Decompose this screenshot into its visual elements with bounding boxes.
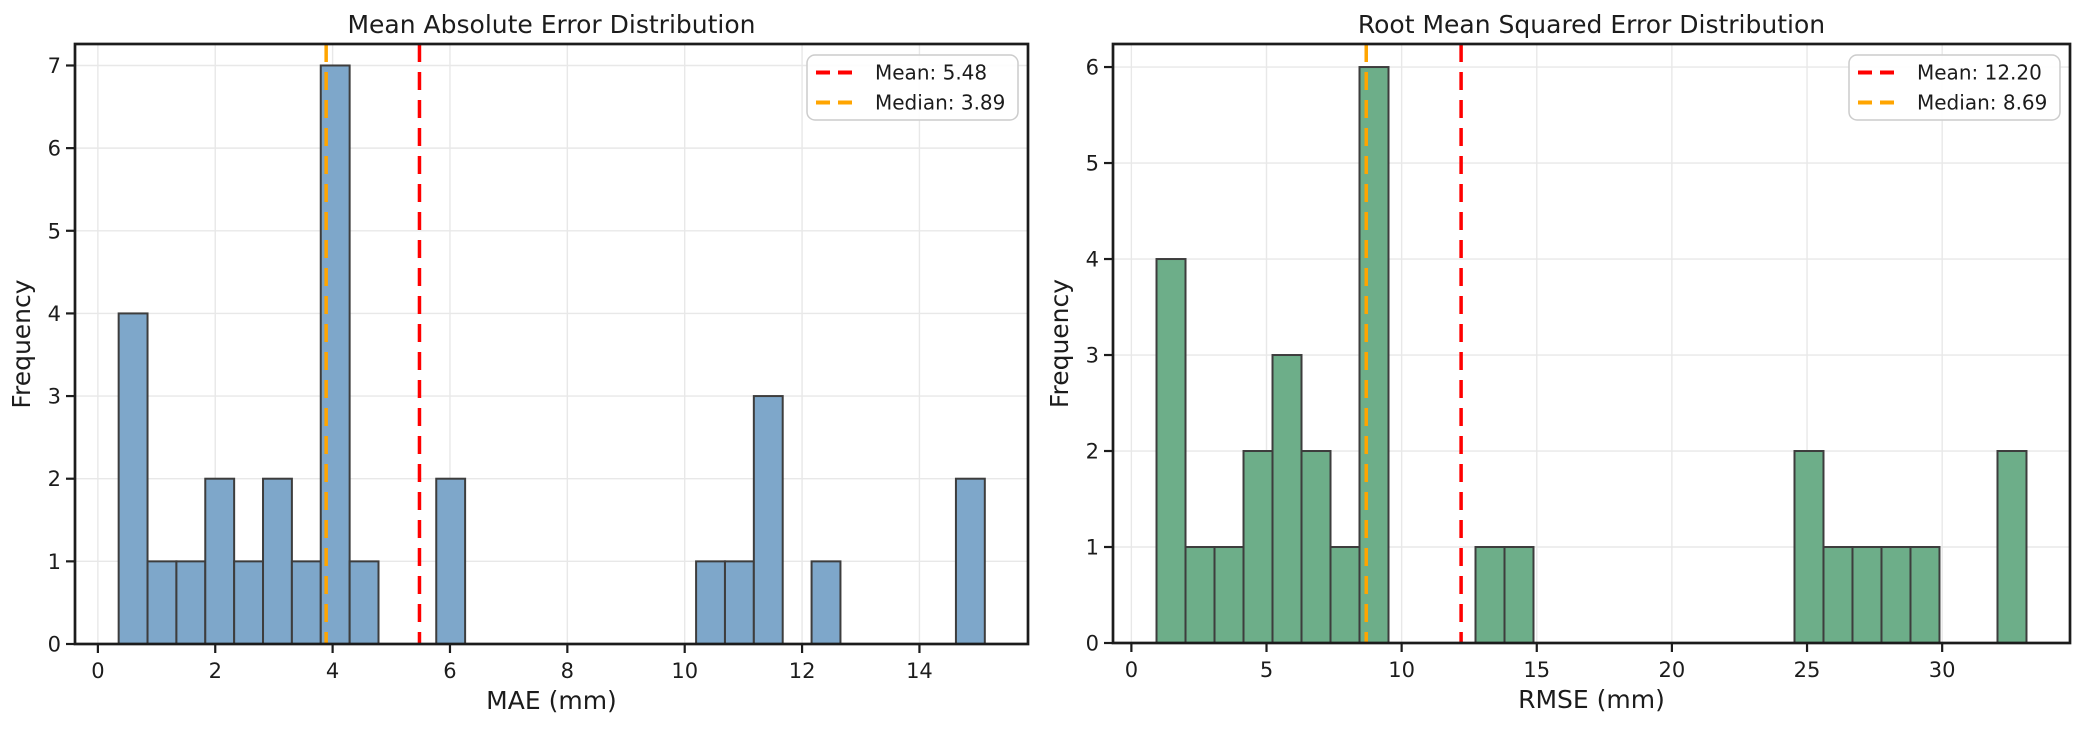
histogram-bar (723, 560, 755, 645)
rmse-histogram-svg: 0 5 10 15 20 25 30 0 1 2 3 4 5 6 Root Mean Squared Err… (1045, 10, 2072, 714)
x-tick-label: 0 (1125, 658, 1138, 682)
histogram-bar (1155, 258, 1187, 644)
histogram-bar (810, 560, 842, 645)
x-tick-label: 12 (789, 659, 816, 683)
axes-spine (1111, 42, 2072, 645)
histogram-bar (1996, 450, 2028, 644)
histogram-bar (435, 477, 467, 646)
y-axis-label: Frequency (7, 279, 36, 408)
histogram-bar (1909, 546, 1941, 644)
histogram-bar (1793, 450, 1825, 644)
y-tick-label: 3 (48, 385, 61, 409)
axes-spine (73, 42, 1030, 646)
histogram-bar (1271, 354, 1303, 644)
x-tick-label: 6 (443, 659, 456, 683)
histogram-bar (1329, 546, 1361, 644)
histogram-bar (1184, 546, 1216, 644)
y-tick-label: 0 (1086, 632, 1099, 656)
y-axis-label: Frequency (1045, 279, 1074, 408)
y-tick-label: 2 (1086, 440, 1099, 464)
x-tick-label: 0 (91, 659, 104, 683)
histogram-bar (752, 395, 784, 645)
x-tick-label: 4 (326, 659, 339, 683)
histogram-bar (1358, 66, 1390, 645)
y-tick-label: 5 (1086, 152, 1099, 176)
histogram-bar (1822, 546, 1854, 644)
x-axis-label: MAE (mm) (486, 686, 617, 715)
histogram-bar (117, 312, 149, 645)
chart-title: Mean Absolute Error Distribution (347, 10, 755, 39)
legend-median-label: Median: 3.89 (875, 91, 1005, 115)
histogram-bar (1503, 546, 1535, 644)
histogram-bar (348, 560, 380, 645)
rmse-subplot: 0 5 10 15 20 25 30 0 1 2 3 4 5 6 Root Mean Squared Err… (1041, 0, 2082, 729)
histogram-bar (146, 560, 178, 645)
histogram-bar (1880, 546, 1912, 644)
mae-subplot: 0 2 4 6 8 10 12 14 0 1 2 3 4 5 6 7 Mean Absolute Error D… (7, 10, 1030, 715)
x-tick-label: 2 (209, 659, 222, 683)
legend-median-label: Median: 8.69 (1917, 91, 2047, 115)
x-tick-label: 14 (906, 659, 933, 683)
x-tick-label: 20 (1659, 658, 1686, 682)
x-tick-label: 30 (1929, 658, 1956, 682)
y-tick-label: 1 (1086, 536, 1099, 560)
x-tick-label: 10 (1388, 658, 1415, 682)
histogram-bar (175, 560, 207, 645)
y-tick-label: 5 (48, 219, 61, 243)
histogram-bar (1300, 450, 1332, 644)
histogram-bar (695, 560, 726, 645)
x-tick-label: 8 (561, 659, 574, 683)
y-tick-label: 6 (1086, 56, 1099, 80)
legend-box (1848, 54, 2061, 121)
y-tick-label: 1 (48, 550, 61, 574)
x-tick-label: 10 (671, 659, 698, 683)
x-axis-label: RMSE (mm) (1518, 685, 1665, 714)
histogram-bar (954, 477, 986, 646)
histogram-bar (1242, 450, 1274, 644)
histogram-bar (1851, 546, 1883, 644)
histogram-bar (1474, 546, 1506, 644)
y-tick-label: 7 (48, 54, 61, 78)
chart-title: Root Mean Squared Error Distribution (1358, 10, 1825, 39)
y-tick-label: 6 (48, 137, 61, 161)
y-tick-label: 3 (1086, 344, 1099, 368)
y-tick-label: 0 (48, 633, 61, 657)
histogram-bar (204, 477, 236, 646)
legend-mean-label: Mean: 12.20 (1917, 61, 2042, 85)
y-tick-label: 2 (48, 467, 61, 491)
x-tick-label: 15 (1523, 658, 1550, 682)
histogram-bar (1213, 546, 1245, 644)
legend-box (806, 54, 1019, 121)
legend-mean-label: Mean: 5.48 (875, 61, 987, 85)
y-tick-label: 4 (48, 302, 61, 326)
histogram-bar (262, 477, 293, 646)
histogram-bar (233, 560, 265, 645)
y-tick-label: 4 (1086, 248, 1099, 272)
histogram-bar (290, 560, 322, 645)
x-tick-label: 5 (1260, 658, 1273, 682)
x-tick-label: 25 (1794, 658, 1821, 682)
